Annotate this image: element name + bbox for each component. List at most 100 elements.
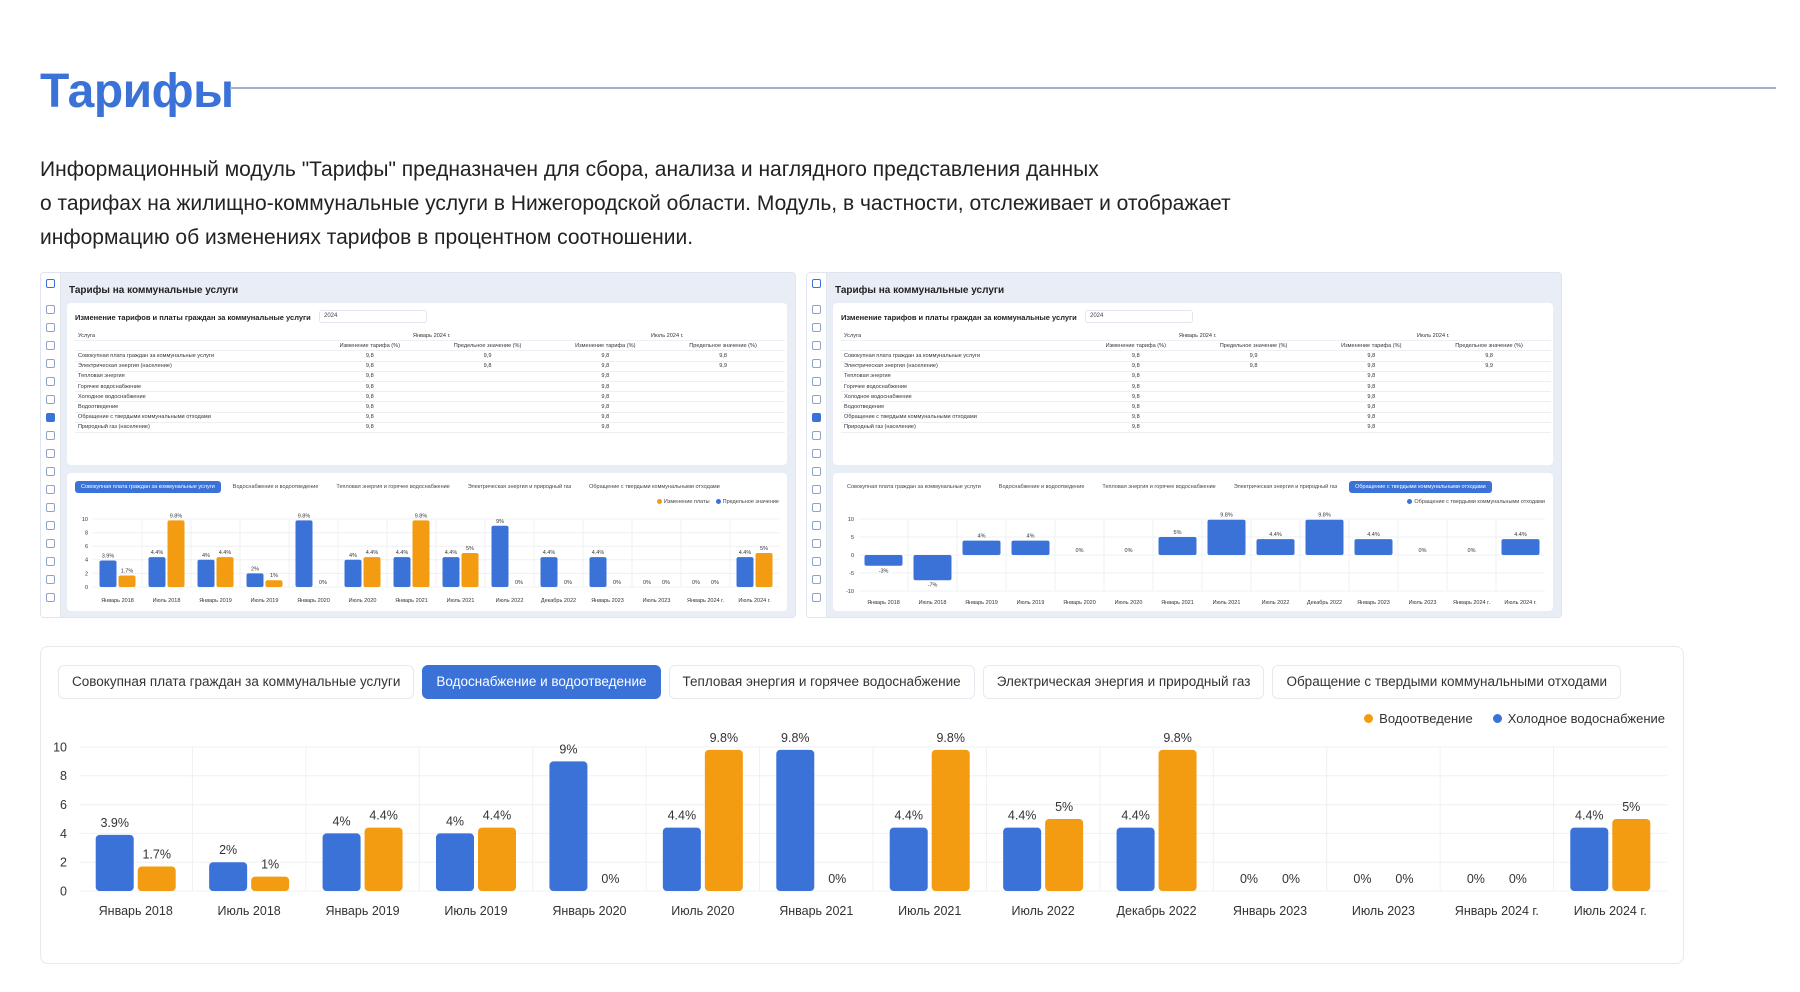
bar (1158, 537, 1197, 555)
clipboard-icon[interactable] (46, 467, 55, 476)
year-select[interactable]: 2024 (319, 310, 427, 323)
clipboard-icon[interactable] (812, 467, 821, 476)
clock-icon[interactable] (812, 575, 821, 584)
legend-item-wastewater[interactable]: Водоотведение (1364, 711, 1473, 726)
tab-water-supply[interactable]: Водоснабжение и водоотведение (422, 665, 661, 699)
star-icon[interactable] (812, 449, 821, 458)
document-icon[interactable] (46, 431, 55, 440)
mini-tab[interactable]: Совокупная плата граждан за коммунальные… (75, 481, 221, 493)
data-label: 4% (446, 814, 464, 828)
flag-icon[interactable] (812, 539, 821, 548)
document-icon[interactable] (812, 431, 821, 440)
tab-solid-waste[interactable]: Обращение с твердыми коммунальными отход… (1272, 665, 1622, 699)
mini-tab[interactable]: Обращение с твердыми коммунальными отход… (589, 484, 720, 490)
chart-legend: Водоотведение Холодное водоснабжение (1364, 711, 1665, 726)
edit-icon[interactable] (46, 593, 55, 602)
table-title: Изменение тарифов и платы граждан за ком… (75, 313, 311, 322)
data-label: 9.8% (1163, 731, 1192, 745)
tab-total-payment[interactable]: Совокупная плата граждан за коммунальные… (58, 665, 415, 699)
trash-icon[interactable] (812, 323, 821, 332)
col-service: Услуга (841, 331, 1080, 342)
bar (478, 827, 516, 891)
mini-tab[interactable]: Обращение с твердыми коммунальными отход… (1349, 481, 1492, 493)
table-row: Обращение с твердыми коммунальными отход… (75, 412, 785, 423)
edit-icon[interactable] (812, 593, 821, 602)
table-subheader-cell: Предельное значение (%) (1427, 340, 1551, 352)
table-value-cell (1427, 381, 1551, 393)
y-tick-label: 6 (85, 544, 88, 550)
data-label: 9.8% (298, 513, 311, 519)
table-value-cell: 9,8 (1079, 350, 1192, 362)
lock-icon[interactable] (812, 521, 821, 530)
mini-tab[interactable]: Электрическая энергия и природный газ (467, 484, 572, 490)
mini-tab[interactable]: Водоснабжение и водоотведение (998, 484, 1085, 490)
tariff-icon[interactable] (812, 413, 821, 422)
chart-panel: Совокупная плата граждан за коммунальные… (833, 473, 1553, 611)
building-icon[interactable] (46, 485, 55, 494)
message-icon[interactable] (46, 503, 55, 512)
tab-heat-hot-water[interactable]: Тепловая энергия и горячее водоснабжение (668, 665, 975, 699)
link-icon[interactable] (812, 359, 821, 368)
link-icon[interactable] (46, 359, 55, 368)
x-tick-label: Июль 2024 г. (1504, 600, 1537, 606)
table-value-cell: 9,8 (313, 381, 426, 393)
table-value-cell (1427, 401, 1551, 413)
table-value-cell: 9,8 (549, 401, 662, 413)
table-value-cell: 9,8 (1079, 401, 1192, 413)
table-value-cell: 9,8 (313, 422, 426, 433)
table-value-cell: 9,8 (1427, 350, 1551, 362)
bar (167, 520, 185, 587)
data-label: 3.9% (100, 816, 129, 830)
mini-tab[interactable]: Совокупная плата граждан за коммунальные… (847, 484, 981, 490)
tariff-icon[interactable] (46, 413, 55, 422)
mini-chart: -10 -5 0 5 10 -3% Январь 2018 -7% Июль 2018 4% Янв… (846, 513, 1545, 606)
x-tick-label: Январь 2023 (1357, 600, 1390, 606)
y-tick-label: 5 (851, 535, 854, 541)
legend-item-cold-water[interactable]: Холодное водоснабжение (1492, 711, 1665, 726)
table-service-cell: Горячее водоснабжение (75, 381, 314, 393)
users-icon[interactable] (46, 395, 55, 404)
leaf-icon[interactable] (46, 341, 55, 350)
table-service-cell: Обращение с твердыми коммунальными отход… (75, 412, 314, 423)
screenshot-solid-waste: Тарифы на коммунальные услуги Изменение … (806, 272, 1562, 618)
home-icon[interactable] (812, 305, 821, 314)
home-icon[interactable] (46, 305, 55, 314)
data-label: 0% (1125, 548, 1133, 554)
mini-tab[interactable]: Водоснабжение и водоотведение (232, 484, 319, 490)
mini-tab[interactable]: Электрическая энергия и природный газ (1233, 484, 1338, 490)
bar (246, 573, 264, 587)
anchor-icon[interactable] (46, 557, 55, 566)
data-label: 1.7% (142, 848, 171, 862)
data-label: 1% (261, 858, 279, 872)
building-icon[interactable] (812, 485, 821, 494)
clock-icon[interactable] (46, 575, 55, 584)
tab-electricity-gas[interactable]: Электрическая энергия и природный газ (982, 665, 1265, 699)
year-select[interactable]: 2024 (1085, 310, 1193, 323)
lock-icon[interactable] (46, 521, 55, 530)
table-subheader-cell: Предельное значение (%) (661, 340, 785, 352)
message-icon[interactable] (812, 503, 821, 512)
flag-icon[interactable] (46, 539, 55, 548)
y-tick-label: 4 (85, 558, 88, 564)
table-value-cell: 9,8 (1315, 371, 1428, 382)
chat-icon[interactable] (46, 377, 55, 386)
chat-icon[interactable] (812, 377, 821, 386)
mini-tabs: Совокупная плата граждан за коммунальные… (75, 481, 726, 493)
leaf-icon[interactable] (812, 341, 821, 350)
table-row: Водоотведение 9,8 9,8 (75, 401, 785, 413)
data-label: 5% (1622, 800, 1640, 814)
data-label: 0% (692, 580, 700, 586)
anchor-icon[interactable] (812, 557, 821, 566)
table-value-cell (1427, 412, 1551, 423)
mini-tab[interactable]: Тепловая энергия и горячее водоснабжение (1102, 484, 1216, 490)
bar (209, 862, 248, 891)
mini-tab[interactable]: Тепловая энергия и горячее водоснабжение (336, 484, 450, 490)
mini-tabs: Совокупная плата граждан за коммунальные… (841, 481, 1492, 493)
users-icon[interactable] (812, 395, 821, 404)
star-icon[interactable] (46, 449, 55, 458)
table-value-cell: 9,8 (1079, 371, 1192, 382)
trash-icon[interactable] (46, 323, 55, 332)
x-tick-label: Июль 2022 (1262, 600, 1290, 606)
table-row: Совокупная плата граждан за коммунальные… (841, 350, 1551, 362)
data-label: 4.4% (668, 809, 697, 823)
